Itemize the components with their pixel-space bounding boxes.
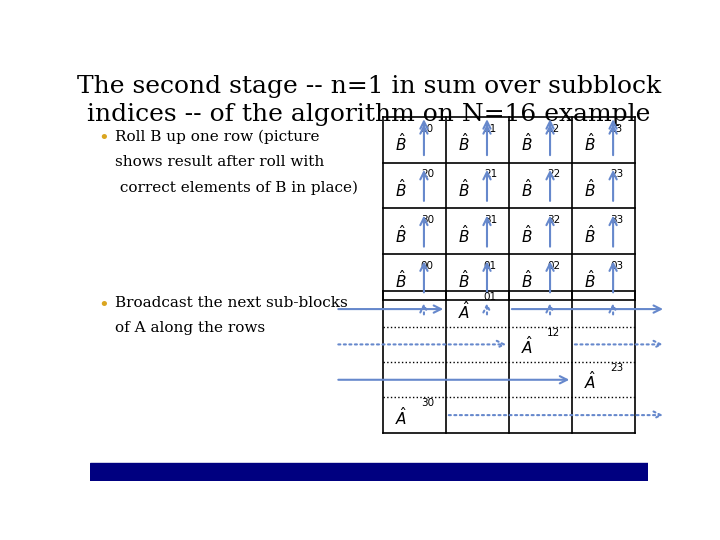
Text: 23: 23 [610,363,624,373]
Text: 02: 02 [547,261,560,271]
Text: $\hat{A}$: $\hat{A}$ [521,335,533,357]
Text: $\hat{B}$: $\hat{B}$ [458,132,469,154]
Text: 22: 22 [547,170,560,179]
Text: 15: 15 [626,465,642,478]
Text: 21: 21 [484,170,497,179]
Text: 10: 10 [420,124,434,134]
Text: 11: 11 [484,124,497,134]
Text: Roll B up one row (picture: Roll B up one row (picture [115,129,320,144]
Text: $\hat{B}$: $\hat{B}$ [395,178,406,200]
Text: $\hat{B}$: $\hat{B}$ [584,224,595,246]
Text: indices -- of the algorithm on N=16 example: indices -- of the algorithm on N=16 exam… [87,103,651,126]
Text: 31: 31 [484,215,497,225]
Text: 33: 33 [610,215,624,225]
Text: shows result after roll with: shows result after roll with [115,155,324,169]
Text: correct elements of B in place): correct elements of B in place) [115,181,358,195]
Text: The second stage -- n=1 in sum over subblock: The second stage -- n=1 in sum over subb… [77,75,661,98]
Text: 11/6/2020: 11/6/2020 [96,465,159,478]
Text: $\hat{B}$: $\hat{B}$ [584,178,595,200]
Text: $\hat{B}$: $\hat{B}$ [584,132,595,154]
Text: $\hat{B}$: $\hat{B}$ [395,132,406,154]
Text: 20: 20 [420,170,434,179]
Text: $\hat{A}$: $\hat{A}$ [584,370,596,393]
Text: $\hat{B}$: $\hat{B}$ [584,269,595,292]
Text: $\hat{B}$: $\hat{B}$ [521,132,533,154]
Text: $\hat{B}$: $\hat{B}$ [395,269,406,292]
Text: 13: 13 [610,124,624,134]
Text: 01: 01 [484,261,497,271]
Text: 30: 30 [420,215,434,225]
Text: $\hat{B}$: $\hat{B}$ [458,269,469,292]
Text: 03: 03 [610,261,623,271]
Text: $\hat{B}$: $\hat{B}$ [395,224,406,246]
Text: •: • [99,129,109,147]
Text: Broadcast the next sub-blocks: Broadcast the next sub-blocks [115,295,348,309]
Text: $\hat{B}$: $\hat{B}$ [521,224,533,246]
Text: $\hat{B}$: $\hat{B}$ [458,224,469,246]
Text: $\hat{B}$: $\hat{B}$ [521,269,533,292]
Text: $\hat{A}$: $\hat{A}$ [457,300,469,322]
Text: 30: 30 [420,399,434,408]
Text: 12: 12 [547,124,560,134]
Text: 32: 32 [547,215,560,225]
Text: 00: 00 [420,261,433,271]
Text: 12: 12 [547,328,560,338]
Text: of A along the rows: of A along the rows [115,321,265,335]
Text: $\hat{A}$: $\hat{A}$ [395,406,407,428]
Text: •: • [99,295,109,314]
Bar [90,463,648,481]
Text: $\hat{B}$: $\hat{B}$ [521,178,533,200]
Text: 23: 23 [610,170,624,179]
Text: 01: 01 [484,293,497,302]
Text: $\hat{B}$: $\hat{B}$ [458,178,469,200]
